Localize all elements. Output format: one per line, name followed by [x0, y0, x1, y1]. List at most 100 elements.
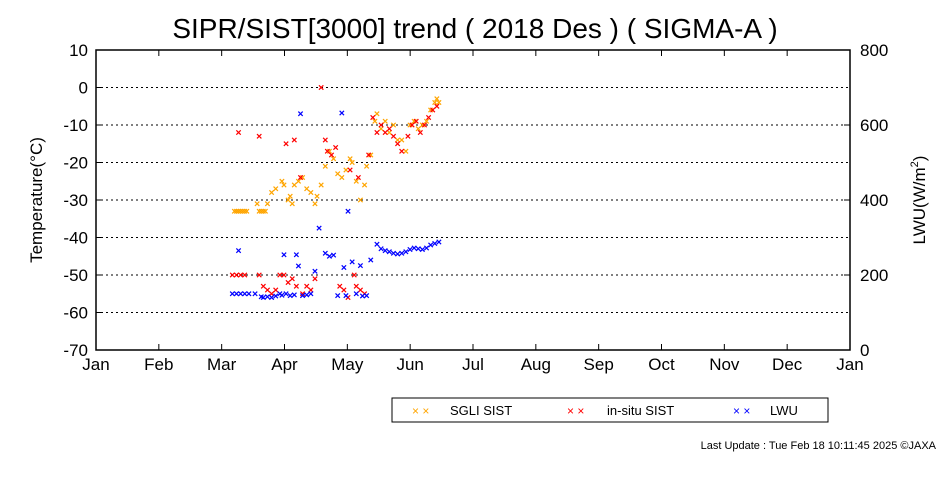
insitu-sist-point [324, 148, 330, 154]
insitu-sist-point [405, 133, 411, 139]
sgli-sist-point [349, 159, 355, 166]
insitu-sist-point [281, 272, 287, 278]
sgli-sist-point [318, 182, 324, 188]
sgli-sist-point [231, 208, 238, 214]
sgli-sist-point [399, 137, 405, 143]
y2-label-main: LWU(W/m [910, 167, 929, 244]
lwu-point [357, 263, 364, 269]
sgli-sist-point [260, 208, 266, 214]
insitu-sist-point [283, 141, 289, 147]
x-tick-label: Jul [462, 355, 484, 374]
lwu-point [304, 292, 310, 298]
y2-tick-label: 0 [860, 341, 869, 360]
sgli-sist-point [237, 208, 244, 214]
insitu-sist-point [293, 283, 300, 289]
lwu-point [273, 293, 279, 299]
insitu-sist-point [341, 287, 347, 293]
lwu-point [308, 291, 314, 297]
sgli-sist-point [423, 118, 430, 124]
lwu-point [322, 250, 328, 256]
sgli-sist-point [242, 208, 248, 214]
sgli-sist-point [357, 197, 364, 203]
sgli-sist-point [235, 208, 242, 214]
lwu-point [353, 291, 359, 297]
y-tick-label: -60 [63, 304, 88, 323]
x-tick-label: Jan [836, 355, 863, 374]
insitu-sist-point [304, 283, 310, 289]
lwu-point [233, 291, 240, 297]
y2-axis-label: LWU(W/m2) [909, 156, 929, 245]
lwu-point [242, 291, 248, 297]
insitu-sist-point [289, 276, 295, 282]
grid-lines [96, 87, 850, 313]
lwu-point [368, 257, 374, 263]
insitu-sist-point [291, 137, 297, 143]
insitu-sist-point [417, 129, 423, 136]
sgli-sist-point [285, 197, 291, 203]
insitu-sist-point [434, 103, 440, 109]
insitu-sist-point [297, 174, 304, 181]
sgli-sist-point [415, 126, 421, 132]
y2-tick-label: 600 [860, 116, 888, 135]
sgli-sist-point [343, 167, 349, 173]
insitu-sist-point [353, 283, 359, 289]
y2-tick-label: 800 [860, 41, 888, 60]
lwu-point [279, 292, 285, 298]
insitu-sist-point [242, 272, 248, 278]
lwu-point [382, 248, 388, 254]
y-tick-label: 0 [79, 79, 88, 98]
sgli-sist-point [419, 122, 426, 128]
last-update-text: Last Update : Tue Feb 18 10:11:45 2025 ©… [701, 440, 937, 452]
lwu-point [237, 291, 244, 297]
lwu-point [291, 292, 297, 298]
right-axis: 800 600 400 200 0 [844, 41, 888, 360]
lwu-point [345, 208, 351, 214]
sgli-sist-point [233, 208, 240, 214]
x-tick-label: Feb [144, 355, 173, 374]
sgli-sist-point [322, 163, 328, 169]
lwu-point [399, 250, 405, 256]
x-tick-label: Mar [207, 355, 237, 374]
sgli-sist-point [244, 208, 250, 214]
data-points [229, 84, 442, 301]
lwu-point [349, 259, 355, 265]
insitu-sist-point [421, 122, 428, 128]
sgli-sist-point [304, 186, 310, 192]
lwu-point [260, 294, 266, 301]
lwu-point [428, 242, 434, 248]
x-tick-label: Jun [396, 355, 423, 374]
x-tick-label: Oct [648, 355, 675, 374]
lwu-point [293, 252, 300, 258]
sgli-sist-point [403, 148, 409, 154]
sgli-sist-point [291, 182, 297, 188]
lwu-point [229, 291, 235, 297]
left-axis: 10 0 -10 -20 -30 -40 -50 -60 -70 [63, 41, 102, 360]
sgli-sist-point [347, 156, 353, 162]
lwu-point [268, 294, 275, 301]
sgli-sist-point [326, 148, 333, 154]
lwu-point [403, 249, 409, 255]
insitu-sist-point [328, 152, 335, 158]
lwu-point [432, 240, 438, 247]
insitu-sist-point [374, 129, 380, 136]
lwu-point [407, 246, 413, 253]
lwu-point [235, 248, 242, 254]
lwu-point [343, 293, 349, 299]
x-tick-label: Dec [772, 355, 803, 374]
y-tick-label: -30 [63, 191, 88, 210]
insitu-sist-point [351, 272, 357, 278]
lwu-point [394, 251, 401, 257]
lwu-point [281, 252, 287, 258]
sgli-sist-point [262, 208, 269, 214]
sgli-sist-point [268, 189, 275, 196]
chart-title: SIPR/SIST[3000] trend ( 2018 Des ) ( SIG… [172, 13, 777, 44]
lwu-point [359, 293, 366, 299]
sgli-sist-point [407, 122, 413, 128]
lwu-point [326, 253, 333, 259]
sgli-sist-point [434, 96, 440, 102]
x-tick-label: May [331, 355, 364, 374]
insitu-sist-point [318, 84, 324, 91]
insitu-sist-point [285, 279, 291, 286]
sgli-sist-point [295, 178, 302, 184]
